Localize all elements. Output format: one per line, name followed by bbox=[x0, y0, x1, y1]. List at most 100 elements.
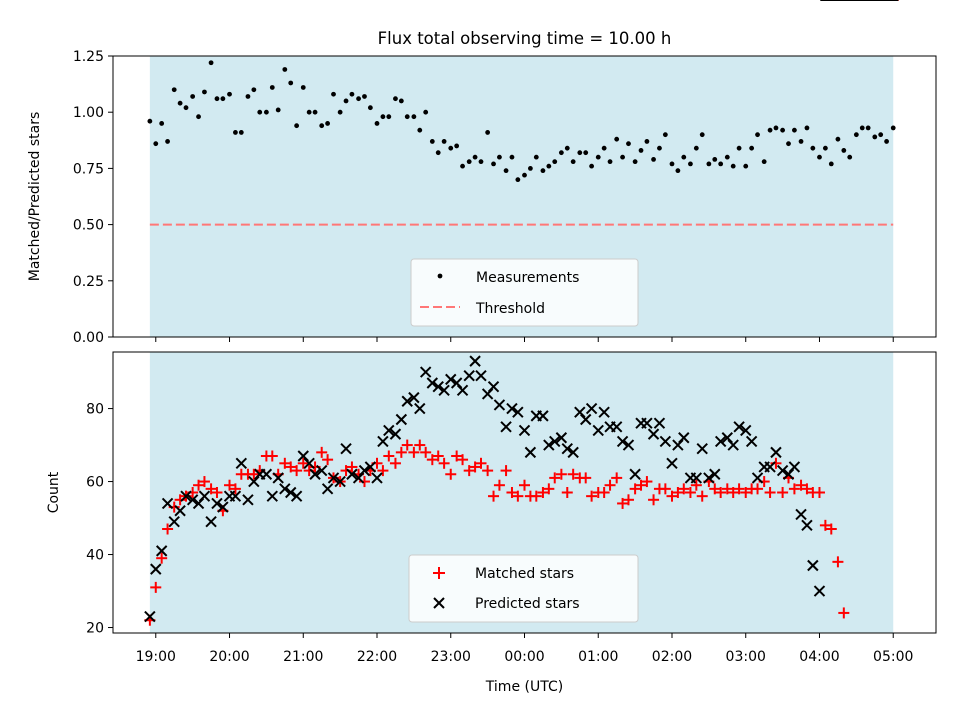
predicted-star-point bbox=[426, 377, 439, 389]
measurement-point bbox=[822, 145, 828, 151]
measurement-point bbox=[153, 141, 159, 147]
matched-star-point bbox=[493, 479, 505, 491]
matched-star-point bbox=[604, 479, 616, 491]
measurement-point bbox=[638, 148, 644, 153]
predicted-star-point bbox=[518, 424, 531, 437]
matched-star-point bbox=[150, 581, 162, 593]
measurement-point bbox=[190, 94, 196, 99]
predicted-star-point bbox=[340, 443, 352, 455]
matched-star-point bbox=[549, 472, 561, 484]
predicted-star-point bbox=[555, 432, 568, 444]
matched-star-point bbox=[537, 487, 549, 498]
measurement-point bbox=[275, 107, 281, 113]
measurement-point bbox=[367, 105, 373, 111]
bottom-y-axis-label: Count bbox=[46, 471, 62, 513]
measurement-point bbox=[749, 145, 755, 151]
measurement-point bbox=[657, 145, 662, 151]
predicted-star-point bbox=[346, 468, 358, 480]
measurement-point bbox=[435, 150, 441, 156]
matched-star-point bbox=[340, 465, 352, 477]
x-tick-label: 01:00 bbox=[578, 649, 618, 665]
predicted-star-point bbox=[309, 468, 321, 480]
x-tick-label: 04:00 bbox=[799, 649, 839, 665]
measurement-point bbox=[890, 125, 896, 131]
measurement-point bbox=[853, 132, 859, 138]
predicted-star-point bbox=[463, 370, 475, 382]
matched-star-point bbox=[266, 450, 278, 462]
x-tick-label: 19:00 bbox=[136, 649, 176, 665]
measurements-legend-label: Measurements bbox=[476, 270, 579, 286]
measurement-point bbox=[817, 154, 822, 160]
predicted-star-point bbox=[512, 406, 524, 418]
measurement-point bbox=[743, 163, 749, 169]
measurement-point bbox=[448, 145, 454, 151]
predicted-star-point bbox=[493, 399, 506, 411]
x-axis-label: Time (UTC) bbox=[485, 679, 563, 695]
measurement-point bbox=[601, 145, 607, 151]
x-tick-label: 00:00 bbox=[504, 649, 544, 665]
measurement-point bbox=[171, 87, 177, 93]
measurement-point bbox=[533, 154, 539, 160]
matched-star-point bbox=[358, 476, 370, 488]
measurement-point bbox=[497, 154, 502, 160]
matched-star-point bbox=[224, 479, 236, 491]
matched-star-point bbox=[389, 457, 401, 469]
measurement-point bbox=[699, 132, 705, 138]
matched-star-point bbox=[580, 472, 592, 484]
matched-star-point bbox=[395, 446, 407, 458]
measurement-point bbox=[393, 96, 398, 102]
predicted-star-point bbox=[217, 501, 229, 513]
matched-star-point bbox=[463, 465, 475, 477]
predicted-star-point bbox=[506, 402, 518, 415]
matched-star-point bbox=[211, 487, 223, 498]
measurement-point bbox=[312, 109, 318, 115]
measurement-point bbox=[718, 161, 724, 167]
matched-star-point bbox=[709, 483, 721, 495]
predicted-star-point bbox=[733, 421, 745, 433]
predicted-star-point bbox=[205, 515, 217, 528]
predicted-star-point bbox=[703, 472, 715, 484]
y-tick-label: 40 bbox=[86, 548, 104, 564]
matched-star-point bbox=[690, 479, 702, 491]
measurement-point bbox=[220, 96, 226, 102]
y-tick-label: 0.50 bbox=[73, 218, 104, 234]
measurement-point bbox=[177, 100, 183, 106]
predicted-star-point bbox=[653, 417, 666, 429]
predicted-star-point bbox=[788, 461, 801, 473]
predicted-star-point bbox=[678, 432, 690, 444]
predicted-star-point bbox=[438, 384, 450, 397]
predicted-star-point bbox=[764, 461, 776, 473]
measurement-point bbox=[411, 114, 417, 120]
measurement-point bbox=[681, 154, 687, 160]
x-tick-label: 02:00 bbox=[652, 649, 692, 665]
predicted-star-point bbox=[585, 402, 598, 415]
matched-star-point bbox=[457, 454, 469, 466]
predicted-star-point bbox=[395, 413, 408, 426]
predicted-star-point bbox=[795, 508, 807, 521]
measurement-point bbox=[669, 161, 675, 167]
measurement-point bbox=[522, 172, 527, 178]
predicted-star-point bbox=[475, 370, 487, 382]
measurement-point bbox=[386, 114, 392, 120]
predicted-star-point bbox=[401, 395, 413, 407]
predicted-star-point bbox=[383, 424, 395, 437]
bottom-legend-box bbox=[408, 554, 639, 623]
predicted-star-point bbox=[321, 483, 334, 495]
measurement-point bbox=[841, 148, 847, 153]
y-tick-label: 1.25 bbox=[73, 49, 104, 65]
measurement-point bbox=[319, 123, 325, 129]
measurement-point bbox=[577, 150, 583, 156]
predicted-star-point bbox=[279, 483, 291, 495]
measurement-point bbox=[454, 143, 460, 149]
predicted-star-point bbox=[334, 475, 346, 488]
matched-legend-label: Matched stars bbox=[475, 566, 574, 582]
predicted-star-point bbox=[745, 435, 758, 448]
bottom-y-ticks: 20 40 60 80 bbox=[86, 402, 113, 637]
predicted-star-point bbox=[592, 424, 604, 437]
matched-star-point bbox=[543, 483, 555, 495]
top-y-ticks: 0.00 0.25 0.50 0.75 1.00 1.25 bbox=[73, 49, 113, 346]
matched-star-point bbox=[832, 556, 844, 568]
matched-star-point bbox=[672, 487, 684, 498]
predicted-star-point bbox=[537, 410, 549, 422]
predicted-star-point bbox=[211, 497, 223, 510]
